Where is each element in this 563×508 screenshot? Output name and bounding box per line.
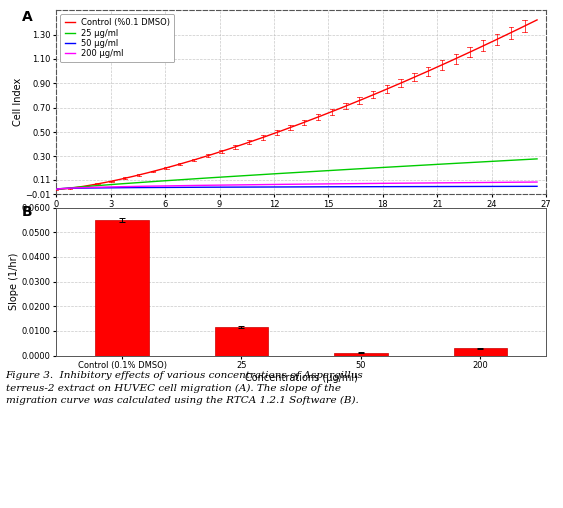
Control (%0.1 DMSO) — [534, 17, 540, 23]
200 µg/ml — [534, 179, 540, 185]
50 µg/ml — [309, 184, 316, 190]
25 µg/ml — [181, 176, 188, 182]
25 µg/ml — [527, 156, 534, 163]
Y-axis label: Slope (1/hr): Slope (1/hr) — [9, 253, 19, 310]
Control (%0.1 DMSO) — [309, 116, 316, 122]
Control (%0.1 DMSO) — [527, 20, 534, 26]
Control (%0.1 DMSO) — [181, 160, 188, 166]
Control (%0.1 DMSO) — [53, 186, 60, 193]
200 µg/ml — [337, 181, 343, 187]
25 µg/ml — [513, 157, 520, 163]
Bar — [95, 220, 149, 356]
200 µg/ml — [527, 179, 534, 185]
25 µg/ml — [337, 167, 343, 173]
Control (%0.1 DMSO) — [337, 105, 343, 111]
Line: Control (%0.1 DMSO): Control (%0.1 DMSO) — [56, 20, 537, 189]
Bar — [454, 348, 507, 356]
200 µg/ml — [53, 186, 60, 193]
200 µg/ml — [181, 182, 188, 188]
50 µg/ml — [337, 184, 343, 190]
Line: 25 µg/ml: 25 µg/ml — [56, 159, 537, 189]
200 µg/ml — [309, 181, 316, 187]
Y-axis label: Cell Index: Cell Index — [12, 78, 23, 126]
Text: A: A — [22, 10, 33, 24]
X-axis label: Concentrations (µg/ml): Concentrations (µg/ml) — [245, 373, 358, 383]
200 µg/ml — [275, 181, 282, 187]
Bar — [334, 353, 388, 356]
X-axis label: Time (in Hour): Time (in Hour) — [266, 211, 336, 221]
25 µg/ml — [53, 186, 60, 193]
25 µg/ml — [309, 169, 316, 175]
25 µg/ml — [534, 156, 540, 162]
25 µg/ml — [275, 171, 282, 177]
Control (%0.1 DMSO) — [513, 27, 520, 33]
200 µg/ml — [513, 179, 520, 185]
Line: 200 µg/ml: 200 µg/ml — [56, 182, 537, 189]
50 µg/ml — [53, 186, 60, 193]
50 µg/ml — [181, 184, 188, 190]
Legend: Control (%0.1 DMSO), 25 µg/ml, 50 µg/ml, 200 µg/ml: Control (%0.1 DMSO), 25 µg/ml, 50 µg/ml,… — [60, 14, 175, 62]
Control (%0.1 DMSO) — [275, 129, 282, 135]
50 µg/ml — [534, 183, 540, 189]
Line: 50 µg/ml: 50 µg/ml — [56, 186, 537, 189]
50 µg/ml — [275, 184, 282, 190]
Bar — [215, 327, 269, 356]
Text: B: B — [22, 205, 33, 218]
50 µg/ml — [513, 183, 520, 189]
Text: Figure 3.  Inhibitory effects of various concentrations of Aspergillus
terreus-2: Figure 3. Inhibitory effects of various … — [6, 371, 363, 405]
50 µg/ml — [527, 183, 534, 189]
